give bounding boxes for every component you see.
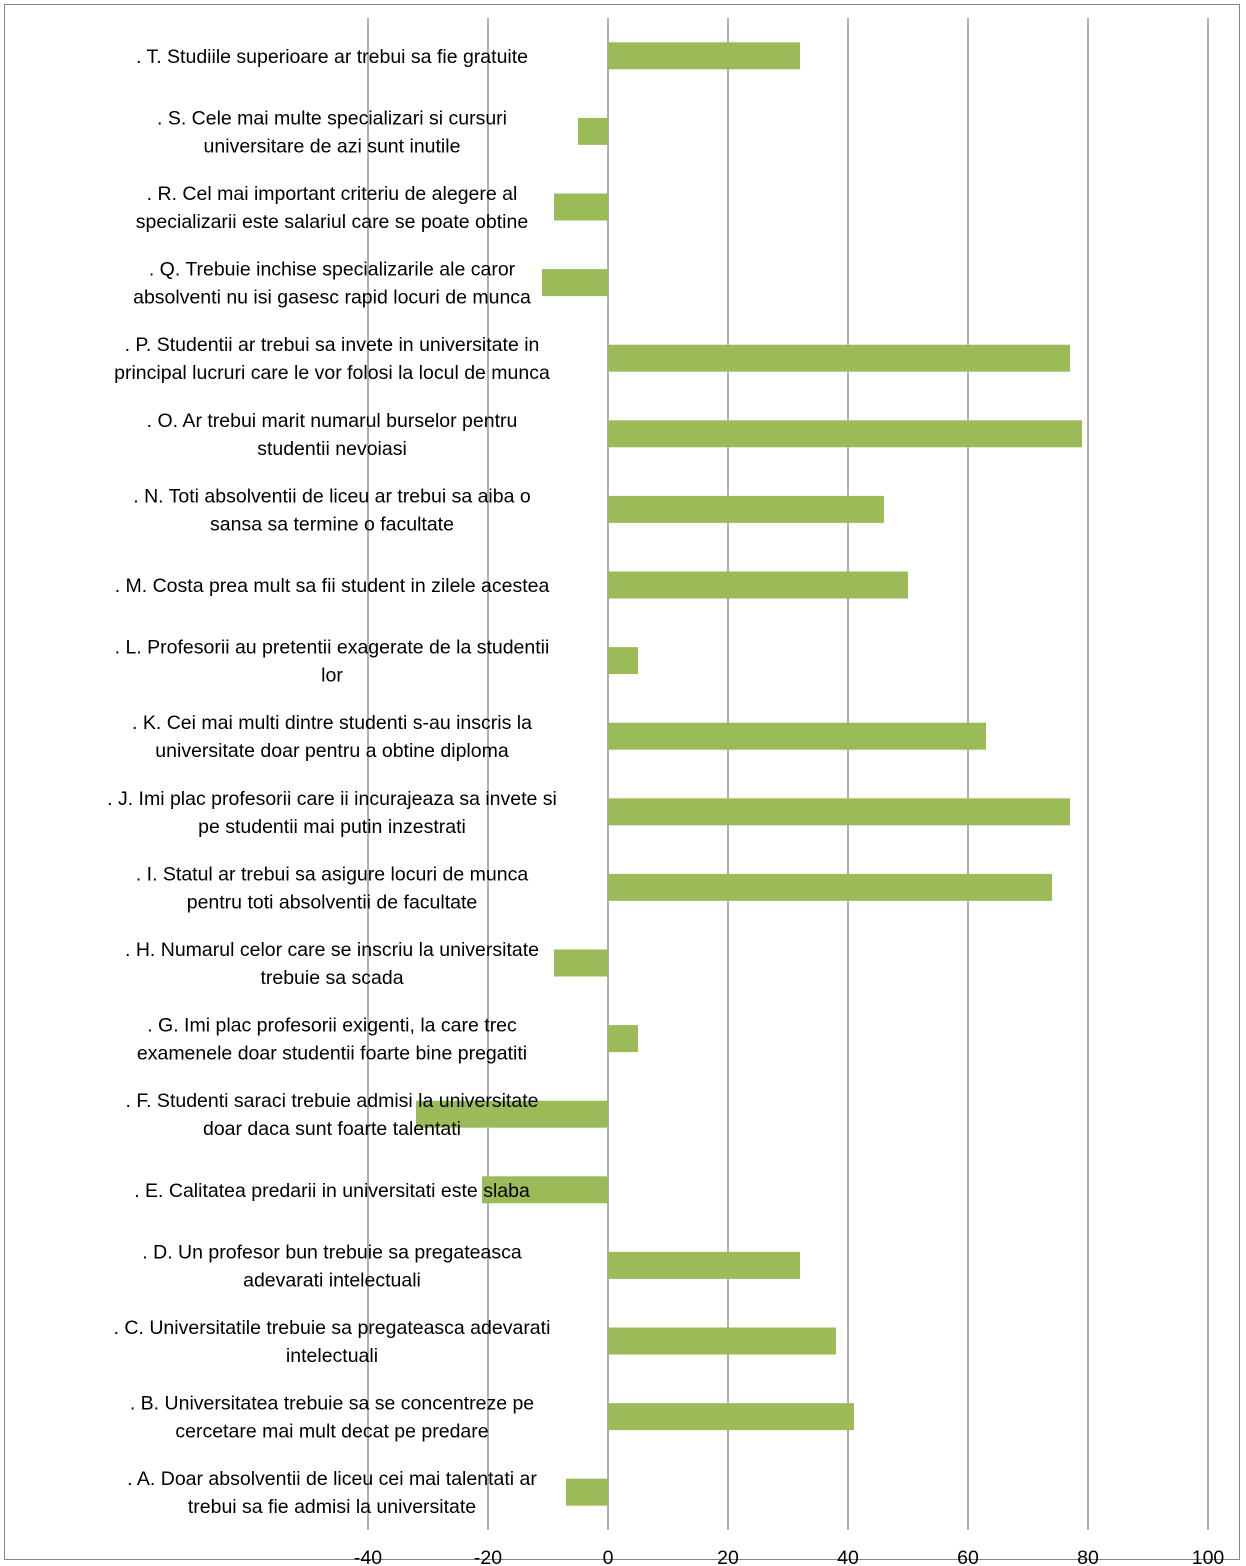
chart-frame (4, 4, 1240, 1560)
category-label-line: studentii nevoiasi (257, 438, 407, 460)
bar (416, 1100, 608, 1128)
category-label: . C. Universitatile trebuie sa pregateas… (114, 1317, 551, 1367)
bar (554, 193, 608, 221)
bar (608, 1327, 836, 1355)
category-label-line: doar daca sunt foarte talentati (203, 1118, 461, 1140)
category-label: . J. Imi plac profesorii care ii incuraj… (107, 788, 557, 838)
category-label-line: sansa sa termine o facultate (210, 513, 454, 535)
x-tick-label: 0 (603, 1547, 614, 1566)
x-tick-label: 20 (717, 1547, 739, 1566)
x-tick-label: 100 (1192, 1547, 1225, 1566)
category-label-line: trebui sa fie admisi la universitate (188, 1496, 476, 1518)
category-label-line: . N. Toti absolventii de liceu ar trebui… (133, 485, 531, 507)
category-label-line: . I. Statul ar trebui sa asigure locuri … (136, 863, 529, 885)
category-label-line: . D. Un profesor bun trebuie sa pregatea… (142, 1241, 522, 1263)
category-label-line: . G. Imi plac profesorii exigenti, la ca… (147, 1015, 517, 1037)
category-label: . G. Imi plac profesorii exigenti, la ca… (137, 1015, 527, 1065)
bar (578, 117, 608, 145)
category-label-line: adevarati intelectuali (243, 1269, 421, 1291)
x-tick-label: 40 (837, 1547, 859, 1566)
category-label-line: . R. Cel mai important criteriu de alege… (147, 183, 518, 205)
bar (608, 798, 1070, 826)
category-label: . Q. Trebuie inchise specializarile ale … (133, 259, 531, 309)
x-tick-label: -20 (474, 1547, 502, 1566)
category-label-line: . Q. Trebuie inchise specializarile ale … (149, 259, 516, 281)
category-label-line: . E. Calitatea predarii in universitati … (134, 1180, 530, 1202)
bar (608, 1403, 854, 1431)
category-label-line: principal lucruri care le vor folosi la … (114, 362, 550, 384)
bar (608, 495, 884, 523)
category-label-line: . L. Profesorii au pretentii exagerate d… (115, 637, 550, 659)
category-label-line: examenele doar studentii foarte bine pre… (137, 1043, 527, 1065)
x-axis-ticks: -40 -20 0 20 40 60 80 100 (354, 1547, 1225, 1566)
category-label: . R. Cel mai important criteriu de alege… (136, 183, 528, 233)
category-label-line: universitare de azi sunt inutile (204, 135, 461, 157)
category-label-line: lor (321, 665, 343, 687)
category-label-line: . M. Costa prea mult sa fii student in z… (115, 575, 550, 597)
category-label-line: . K. Cei mai multi dintre studenti s-au … (132, 712, 532, 734)
category-label: . F. Studenti saraci trebuie admisi la u… (126, 1090, 539, 1140)
gridlines (367, 18, 1209, 1530)
category-label: . K. Cei mai multi dintre studenti s-au … (132, 712, 532, 762)
category-label: . H. Numarul celor care se inscriu la un… (125, 939, 539, 989)
category-label-line: . S. Cele mai multe specializari si curs… (157, 107, 507, 129)
category-label: . M. Costa prea mult sa fii student in z… (115, 575, 550, 597)
category-label: . O. Ar trebui marit numarul burselor pe… (147, 410, 518, 460)
category-label-line: . C. Universitatile trebuie sa pregateas… (114, 1317, 551, 1339)
category-label-line: . B. Universitatea trebuie sa se concent… (130, 1393, 534, 1415)
category-label-line: cercetare mai mult decat pe predare (175, 1421, 488, 1443)
category-label-line: absolventi nu isi gasesc rapid locuri de… (133, 287, 531, 309)
bar (608, 420, 1082, 448)
category-label: . P. Studentii ar trebui sa invete in un… (114, 334, 550, 384)
category-label-line: . P. Studentii ar trebui sa invete in un… (125, 334, 540, 356)
category-label: . A. Doar absolventii de liceu cei mai t… (127, 1468, 537, 1518)
category-label-line: . T. Studiile superioare ar trebui sa fi… (136, 46, 528, 68)
category-label: . N. Toti absolventii de liceu ar trebui… (133, 485, 531, 535)
bars (416, 42, 1082, 1506)
category-label-line: universitate doar pentru a obtine diplom… (155, 740, 509, 762)
bar (608, 1025, 638, 1053)
category-label-line: . F. Studenti saraci trebuie admisi la u… (126, 1090, 539, 1112)
bar (608, 344, 1070, 372)
category-label-line: . J. Imi plac profesorii care ii incuraj… (107, 788, 557, 810)
bar (608, 722, 986, 750)
category-label-line: . O. Ar trebui marit numarul burselor pe… (147, 410, 518, 432)
bar (542, 269, 608, 297)
category-label: . I. Statul ar trebui sa asigure locuri … (136, 863, 529, 913)
bar (608, 571, 908, 599)
bar (554, 949, 608, 977)
category-label: . D. Un profesor bun trebuie sa pregatea… (142, 1241, 522, 1291)
category-label-line: intelectuali (286, 1345, 378, 1367)
bar (608, 1251, 800, 1279)
category-label: . T. Studiile superioare ar trebui sa fi… (136, 46, 528, 68)
category-label-line: pentru toti absolventii de facultate (187, 891, 478, 913)
category-label: . B. Universitatea trebuie sa se concent… (130, 1393, 534, 1443)
bar (482, 1176, 608, 1204)
category-label-line: specializarii este salariul care se poat… (136, 211, 528, 233)
category-labels: . T. Studiile superioare ar trebui sa fi… (107, 46, 557, 1518)
category-label-line: . H. Numarul celor care se inscriu la un… (125, 939, 539, 961)
category-label: . L. Profesorii au pretentii exagerate d… (115, 637, 550, 687)
bar (608, 873, 1052, 901)
category-label: . S. Cele mai multe specializari si curs… (157, 107, 507, 157)
bar (608, 647, 638, 675)
category-label-line: pe studentii mai putin inzestrati (198, 816, 466, 838)
x-tick-label: 60 (957, 1547, 979, 1566)
category-label-line: trebuie sa scada (260, 967, 403, 989)
x-tick-label: -40 (354, 1547, 382, 1566)
bar (566, 1478, 608, 1506)
bar (608, 42, 800, 70)
x-tick-label: 80 (1077, 1547, 1099, 1566)
category-label-line: . A. Doar absolventii de liceu cei mai t… (127, 1468, 537, 1490)
category-label: . E. Calitatea predarii in universitati … (134, 1180, 530, 1202)
